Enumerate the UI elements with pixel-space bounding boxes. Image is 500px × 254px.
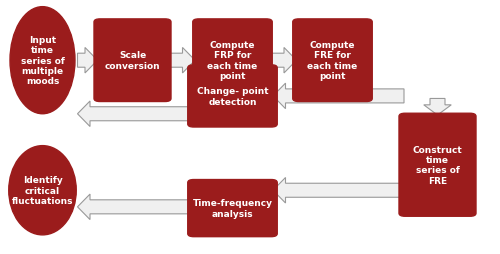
Polygon shape	[273, 84, 404, 109]
Text: Construct
time
series of
FRE: Construct time series of FRE	[412, 145, 463, 185]
Ellipse shape	[10, 8, 75, 114]
Text: Change- point
detection: Change- point detection	[196, 87, 268, 106]
FancyBboxPatch shape	[188, 66, 277, 128]
FancyBboxPatch shape	[193, 20, 272, 102]
FancyBboxPatch shape	[399, 114, 476, 216]
Polygon shape	[269, 48, 296, 74]
Polygon shape	[168, 48, 195, 74]
Polygon shape	[273, 178, 404, 203]
Ellipse shape	[9, 146, 76, 235]
Text: Compute
FRE for
each time
point: Compute FRE for each time point	[308, 41, 358, 81]
Text: Compute
FRP for
each time
point: Compute FRP for each time point	[208, 41, 258, 81]
Text: Scale
conversion: Scale conversion	[104, 51, 160, 71]
Polygon shape	[78, 102, 194, 127]
Text: Input
time
series of
multiple
moods: Input time series of multiple moods	[20, 36, 64, 86]
Text: Identify
critical
fluctuations: Identify critical fluctuations	[12, 176, 73, 205]
Polygon shape	[78, 48, 98, 74]
Text: Time-frequency
analysis: Time-frequency analysis	[192, 199, 272, 218]
Polygon shape	[78, 194, 194, 220]
FancyBboxPatch shape	[293, 20, 372, 102]
FancyBboxPatch shape	[94, 20, 171, 102]
FancyBboxPatch shape	[188, 180, 277, 237]
Polygon shape	[424, 99, 451, 116]
